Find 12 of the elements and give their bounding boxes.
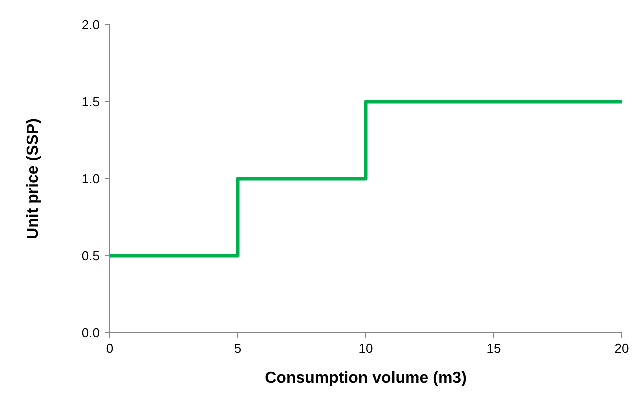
x-axis-title: Consumption volume (m3) bbox=[265, 370, 467, 387]
y-tick-label: 2.0 bbox=[82, 18, 100, 33]
y-axis-title: Unit price (SSP) bbox=[25, 118, 42, 240]
x-tick-label: 10 bbox=[358, 341, 374, 356]
y-tick-label: 0.5 bbox=[82, 248, 100, 264]
y-tick-label: 1.0 bbox=[82, 172, 100, 187]
y-tick-label: 1.5 bbox=[82, 94, 100, 110]
y-tick-label: 0.0 bbox=[82, 326, 100, 341]
x-tick-label: 15 bbox=[486, 341, 502, 356]
x-tick-label: 5 bbox=[234, 341, 242, 356]
x-tick-label: 0 bbox=[106, 341, 114, 356]
x-tick-label: 20 bbox=[614, 341, 630, 356]
